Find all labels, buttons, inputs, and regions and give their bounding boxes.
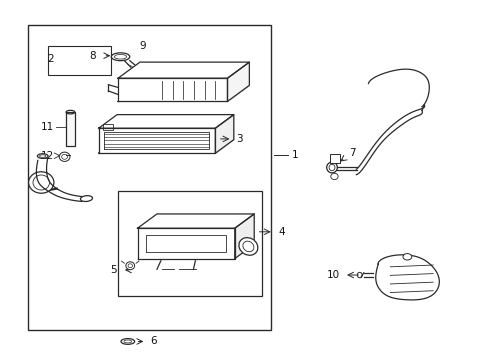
Ellipse shape	[81, 195, 92, 202]
Text: 1: 1	[291, 150, 298, 160]
Polygon shape	[137, 228, 234, 258]
Ellipse shape	[326, 162, 337, 173]
Polygon shape	[234, 214, 254, 258]
Bar	[103, 124, 113, 130]
Polygon shape	[118, 78, 227, 102]
Bar	[47, 46, 111, 75]
Text: 2: 2	[47, 54, 54, 64]
Text: 12: 12	[41, 151, 54, 161]
Text: 3: 3	[236, 134, 243, 144]
Ellipse shape	[357, 273, 362, 278]
Polygon shape	[375, 255, 438, 300]
Bar	[28, 24, 271, 330]
Text: 9: 9	[139, 41, 145, 51]
Text: 10: 10	[326, 270, 340, 280]
Circle shape	[402, 253, 411, 260]
Ellipse shape	[59, 152, 70, 161]
Text: 8: 8	[89, 51, 96, 61]
Bar	[118, 191, 261, 296]
Text: 5: 5	[110, 265, 117, 275]
Polygon shape	[99, 114, 233, 128]
Bar	[66, 112, 75, 146]
Polygon shape	[118, 62, 249, 78]
Ellipse shape	[37, 154, 48, 158]
Text: 6: 6	[150, 337, 157, 346]
Ellipse shape	[330, 173, 337, 180]
Text: 7: 7	[348, 148, 355, 158]
Bar	[329, 154, 340, 163]
Ellipse shape	[29, 172, 54, 193]
Text: 4: 4	[278, 227, 284, 237]
Ellipse shape	[121, 339, 134, 344]
Polygon shape	[227, 62, 249, 102]
Polygon shape	[215, 114, 233, 153]
Ellipse shape	[239, 238, 257, 255]
Polygon shape	[137, 214, 254, 228]
Text: 11: 11	[41, 122, 54, 132]
Polygon shape	[99, 128, 215, 153]
Ellipse shape	[125, 262, 134, 270]
